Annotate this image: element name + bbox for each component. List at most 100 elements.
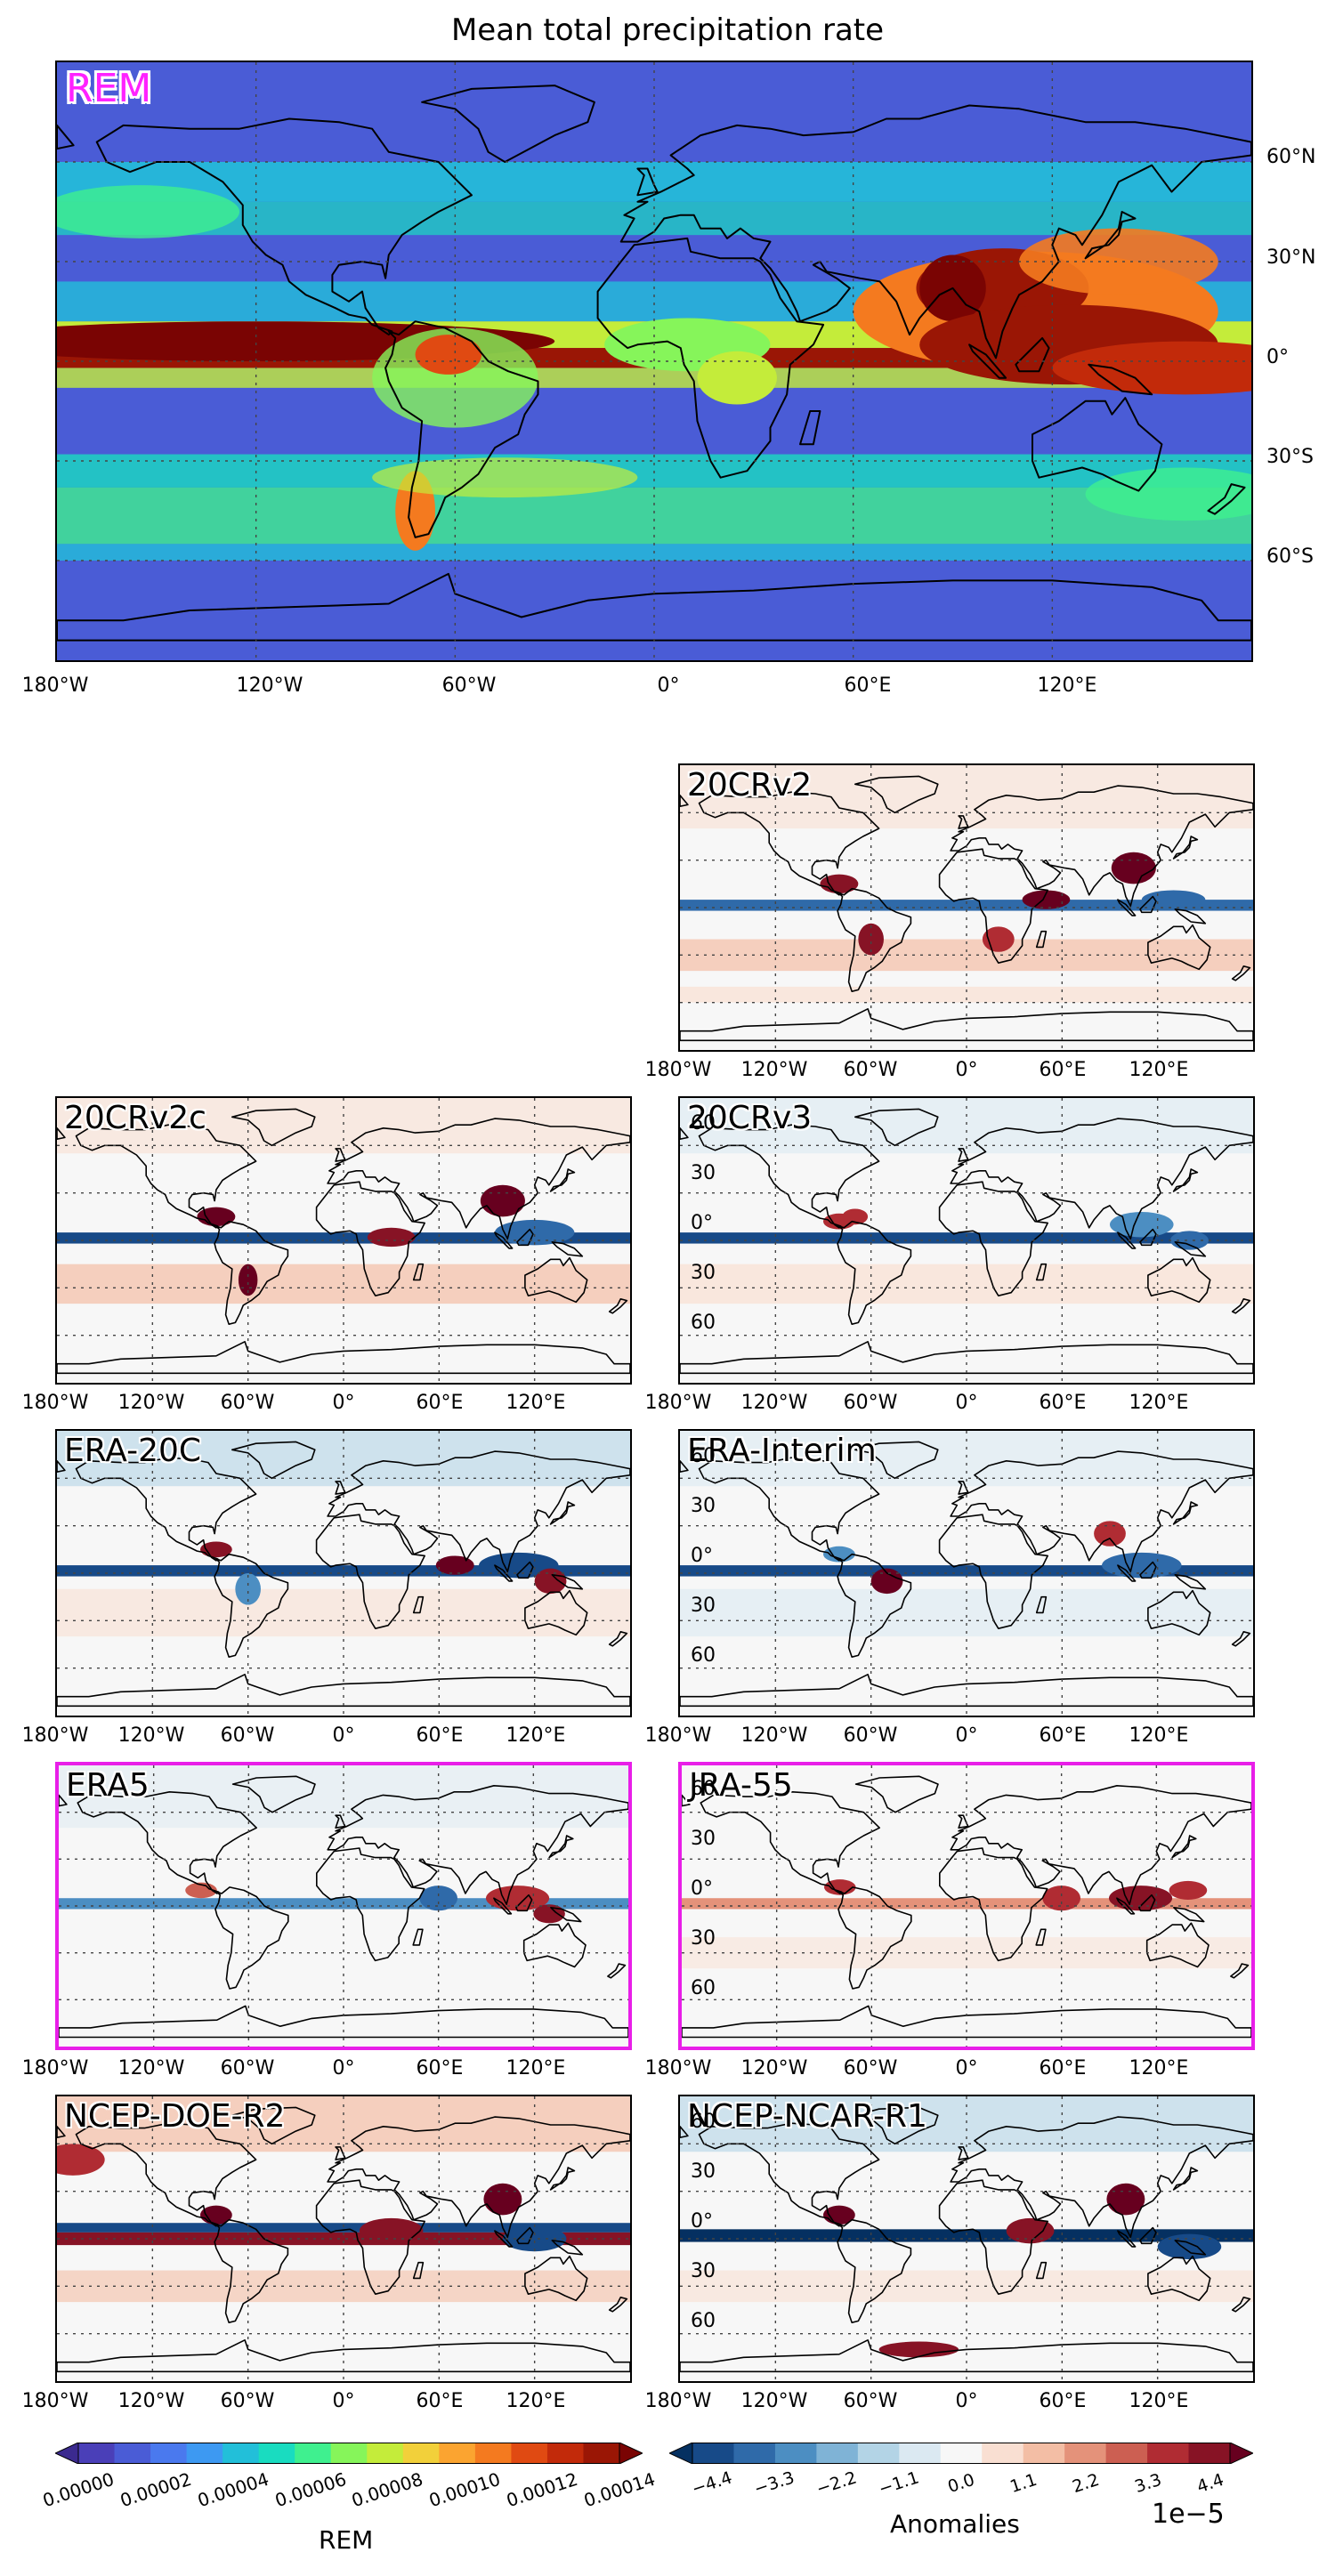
lat-tick-label: 30 bbox=[691, 2160, 716, 2183]
coastline bbox=[57, 124, 75, 150]
colorbar-segment bbox=[940, 2443, 983, 2464]
coastlines bbox=[57, 85, 1251, 642]
coastline bbox=[854, 1441, 939, 1480]
coastline bbox=[57, 1674, 630, 1708]
coastline bbox=[619, 104, 1251, 359]
coastline bbox=[1117, 1564, 1137, 1582]
map-feature bbox=[1042, 1886, 1080, 1911]
coastline bbox=[1139, 895, 1157, 914]
map-feature bbox=[1169, 1231, 1209, 1250]
colorbar-segment bbox=[583, 2443, 620, 2464]
coastline bbox=[57, 1341, 630, 1375]
coastline bbox=[608, 1298, 628, 1314]
coastline bbox=[854, 1775, 939, 1813]
colorbar-segment bbox=[439, 2443, 476, 2464]
coastline bbox=[680, 1460, 689, 1473]
coastline bbox=[1172, 1168, 1199, 1192]
anomaly-map-panel: JRA-55 bbox=[678, 1762, 1255, 2050]
coastline bbox=[327, 1118, 630, 1240]
map-feature bbox=[697, 351, 777, 405]
colorbar-tick-label: 0.00010 bbox=[426, 2467, 504, 2512]
lon-tick-label: 60°W bbox=[843, 2390, 898, 2412]
colorbar-segment bbox=[816, 2443, 859, 2464]
colorbar-segment bbox=[1147, 2443, 1190, 2464]
coastline bbox=[524, 1256, 588, 1304]
anomaly-map-plot bbox=[57, 1098, 630, 1383]
map-feature bbox=[1022, 890, 1071, 909]
coastline bbox=[698, 2122, 880, 2227]
coastline bbox=[1139, 1228, 1157, 1247]
coastline bbox=[516, 2226, 534, 2245]
coastline bbox=[1231, 1631, 1251, 1647]
map-feature bbox=[486, 1886, 550, 1911]
lon-tick-label: 0° bbox=[955, 1724, 978, 1747]
coastline bbox=[854, 1108, 939, 1147]
lon-tick-label: 60°E bbox=[844, 674, 892, 697]
coastline bbox=[1032, 397, 1163, 492]
map-feature bbox=[1111, 852, 1156, 884]
lon-tick-label: 60°E bbox=[416, 2057, 464, 2079]
coastline bbox=[837, 1886, 912, 1990]
lon-tick-label: 0° bbox=[657, 674, 680, 697]
colorbar-segment bbox=[295, 2443, 332, 2464]
colorbar-tick-label: 3.3 bbox=[1132, 2469, 1164, 2498]
map-feature bbox=[533, 1904, 565, 1924]
map-feature bbox=[502, 2225, 567, 2252]
figure-title: Mean total precipitation rate bbox=[450, 12, 885, 48]
coastline bbox=[1035, 2261, 1048, 2280]
map-feature bbox=[1109, 1886, 1173, 1911]
colorbar-tick-label: −4.4 bbox=[689, 2467, 735, 2499]
panel-label: NCEP-DOE-R2 bbox=[64, 2098, 286, 2135]
colorbar-extend-low bbox=[668, 2442, 693, 2465]
coastline bbox=[75, 2122, 257, 2227]
map-feature bbox=[494, 1219, 575, 1246]
lon-tick-label: 180°W bbox=[21, 2390, 89, 2412]
coastline bbox=[335, 2146, 346, 2160]
coastline bbox=[636, 167, 659, 197]
lat-tick-label: 60 bbox=[691, 2310, 716, 2332]
map-feature bbox=[1141, 890, 1206, 909]
colorbar-segment bbox=[1105, 2443, 1148, 2464]
lat-tick-label: 60 bbox=[691, 2111, 716, 2133]
coastline bbox=[214, 1220, 289, 1325]
panel-label: NCEP-NCAR-R1 bbox=[687, 2098, 927, 2135]
lat-tick-label: 60°S bbox=[1266, 545, 1314, 568]
anomaly-map-panel: ERA5 bbox=[55, 1762, 632, 2050]
coastline bbox=[75, 1124, 257, 1229]
map-band bbox=[57, 2223, 630, 2233]
map-feature bbox=[57, 185, 239, 238]
colorbar-segment bbox=[733, 2443, 776, 2464]
lat-tick-label: 60 bbox=[691, 1312, 716, 1334]
colorbar-segment bbox=[402, 2443, 440, 2464]
colorbar-segment bbox=[330, 2443, 368, 2464]
coastline bbox=[958, 2146, 969, 2160]
lon-tick-label: 60°E bbox=[1039, 1059, 1087, 1081]
anomaly-map-panel: 20CRv3 bbox=[678, 1096, 1255, 1385]
lon-tick-label: 120°W bbox=[117, 1724, 185, 1747]
lat-tick-label: 30°N bbox=[1266, 246, 1316, 269]
lon-tick-label: 120°W bbox=[740, 1724, 808, 1747]
colorbar-segment bbox=[114, 2443, 151, 2464]
coastline bbox=[1117, 899, 1137, 917]
lat-tick-label: 30 bbox=[691, 2260, 716, 2282]
coastline bbox=[939, 1847, 1048, 1962]
lon-tick-label: 120°E bbox=[1129, 1059, 1189, 1081]
colorbar-segment bbox=[857, 2443, 900, 2464]
coastline bbox=[1172, 1501, 1199, 1525]
lon-tick-label: 60°E bbox=[416, 2390, 464, 2412]
coastline bbox=[854, 2106, 939, 2145]
colorbar-extend-high bbox=[619, 2442, 644, 2465]
coastline bbox=[522, 1922, 587, 1968]
coastline bbox=[1174, 908, 1207, 925]
coastline bbox=[494, 2230, 514, 2248]
panel-label: JRA-55 bbox=[689, 1767, 793, 1804]
lat-tick-label: 60 bbox=[691, 1644, 716, 1667]
lat-tick-label: 0° bbox=[691, 2210, 713, 2233]
coastline bbox=[231, 1775, 316, 1813]
coastline bbox=[214, 1553, 289, 1658]
panel-label: ERA-Interim bbox=[687, 1433, 877, 1469]
lon-tick-label: 60°W bbox=[220, 1392, 275, 1414]
lon-tick-label: 120°E bbox=[1129, 1392, 1189, 1414]
rem-panel-label: REM bbox=[66, 66, 152, 111]
coastline bbox=[950, 2116, 1253, 2238]
